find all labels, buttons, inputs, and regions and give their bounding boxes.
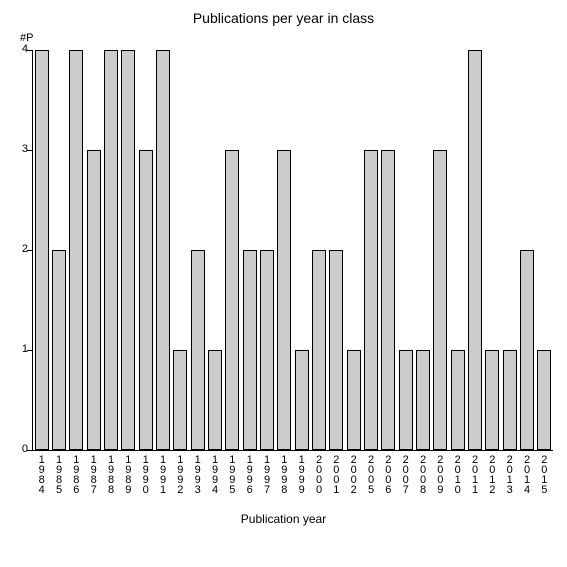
bar — [537, 350, 551, 450]
bar — [277, 150, 291, 450]
x-tick-label: 1996 — [244, 454, 255, 494]
bar — [364, 150, 378, 450]
bar — [312, 250, 326, 450]
bar — [69, 50, 83, 450]
x-tick-label: 1999 — [296, 454, 307, 494]
x-tick-label: 2008 — [417, 454, 428, 494]
bar — [87, 150, 101, 450]
bar — [52, 250, 66, 450]
x-tick-label: 2005 — [365, 454, 376, 494]
x-tick-label: 1993 — [192, 454, 203, 494]
y-tick — [27, 50, 32, 51]
x-tick-label: 2009 — [434, 454, 445, 494]
x-tick-label: 2001 — [330, 454, 341, 494]
y-tick — [27, 450, 32, 451]
x-tick-label: 2002 — [348, 454, 359, 494]
x-tick-label: 1997 — [261, 454, 272, 494]
x-tick-label: 2006 — [382, 454, 393, 494]
y-tick — [27, 250, 32, 251]
bar — [156, 50, 170, 450]
bar — [485, 350, 499, 450]
bar — [225, 150, 239, 450]
bar — [329, 250, 343, 450]
x-tick-label: 1989 — [122, 454, 133, 494]
x-tick-label: 1990 — [140, 454, 151, 494]
x-tick-label: 1987 — [88, 454, 99, 494]
bar — [503, 350, 517, 450]
x-tick-label: 1995 — [226, 454, 237, 494]
bar — [381, 150, 395, 450]
bar — [520, 250, 534, 450]
bar — [416, 350, 430, 450]
x-tick-label: 1998 — [278, 454, 289, 494]
bar — [35, 50, 49, 450]
bar — [104, 50, 118, 450]
chart-container: Publications per year in class #P Public… — [0, 0, 567, 567]
x-tick-label: 1985 — [53, 454, 64, 494]
y-tick — [27, 150, 32, 151]
x-tick-label: 2012 — [486, 454, 497, 494]
x-tick-label: 2010 — [452, 454, 463, 494]
bar — [208, 350, 222, 450]
plot-area — [32, 50, 553, 451]
bar — [139, 150, 153, 450]
bar — [451, 350, 465, 450]
bar — [468, 50, 482, 450]
bar — [433, 150, 447, 450]
bar — [260, 250, 274, 450]
bar — [243, 250, 257, 450]
y-tick — [27, 350, 32, 351]
x-tick-label: 2011 — [469, 454, 480, 494]
y-tick-label: 2 — [8, 243, 28, 255]
y-tick-label: 0 — [8, 443, 28, 455]
y-tick-label: 4 — [8, 43, 28, 55]
bar — [347, 350, 361, 450]
bar — [173, 350, 187, 450]
y-tick-label: 3 — [8, 143, 28, 155]
x-tick-label: 1992 — [174, 454, 185, 494]
x-tick-label: 2014 — [521, 454, 532, 494]
chart-title: Publications per year in class — [0, 10, 567, 26]
y-tick-label: 1 — [8, 343, 28, 355]
x-tick-label: 2015 — [538, 454, 549, 494]
x-tick-label: 1994 — [209, 454, 220, 494]
x-axis-label: Publication year — [0, 512, 567, 526]
bar — [121, 50, 135, 450]
bar — [191, 250, 205, 450]
bar — [399, 350, 413, 450]
x-tick-label: 2007 — [400, 454, 411, 494]
x-tick-label: 1988 — [105, 454, 116, 494]
x-tick-label: 2013 — [504, 454, 515, 494]
bar — [295, 350, 309, 450]
x-tick-label: 1984 — [36, 454, 47, 494]
x-tick-label: 1986 — [70, 454, 81, 494]
x-tick-label: 1991 — [157, 454, 168, 494]
x-tick-label: 2000 — [313, 454, 324, 494]
